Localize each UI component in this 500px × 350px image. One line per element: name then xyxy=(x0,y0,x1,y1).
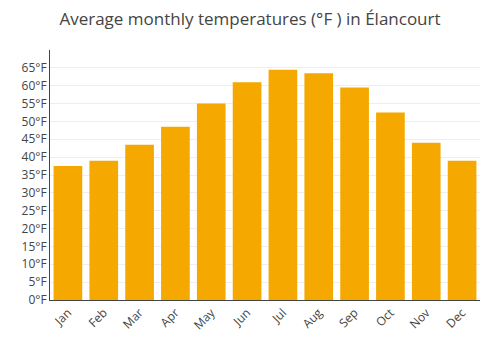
svg-text:60°F: 60°F xyxy=(22,77,47,94)
svg-text:Nov: Nov xyxy=(406,304,434,332)
svg-text:Jul: Jul xyxy=(268,304,290,326)
svg-text:30°F: 30°F xyxy=(22,184,47,201)
svg-text:20°F: 20°F xyxy=(22,220,47,237)
svg-text:40°F: 40°F xyxy=(22,148,47,165)
svg-text:55°F: 55°F xyxy=(22,95,47,112)
svg-text:65°F: 65°F xyxy=(22,59,47,76)
svg-text:Jun: Jun xyxy=(229,304,254,329)
svg-text:Oct: Oct xyxy=(372,304,398,330)
svg-text:Mar: Mar xyxy=(119,304,147,332)
svg-text:Feb: Feb xyxy=(84,304,110,330)
svg-text:0°F: 0°F xyxy=(28,291,46,308)
svg-text:10°F: 10°F xyxy=(22,255,47,272)
svg-text:25°F: 25°F xyxy=(22,202,47,219)
svg-text:Aug: Aug xyxy=(299,304,327,332)
svg-text:Average monthly temperatures (: Average monthly temperatures (°F ) in Él… xyxy=(59,7,440,30)
svg-text:Dec: Dec xyxy=(442,304,469,331)
svg-text:45°F: 45°F xyxy=(22,130,47,147)
svg-text:Sep: Sep xyxy=(335,304,362,331)
svg-text:May: May xyxy=(190,304,219,333)
svg-text:5°F: 5°F xyxy=(28,273,46,290)
svg-text:Apr: Apr xyxy=(156,304,182,330)
svg-text:50°F: 50°F xyxy=(22,113,47,130)
svg-text:15°F: 15°F xyxy=(22,238,47,255)
svg-text:35°F: 35°F xyxy=(22,166,47,183)
svg-text:Jan: Jan xyxy=(50,304,75,329)
